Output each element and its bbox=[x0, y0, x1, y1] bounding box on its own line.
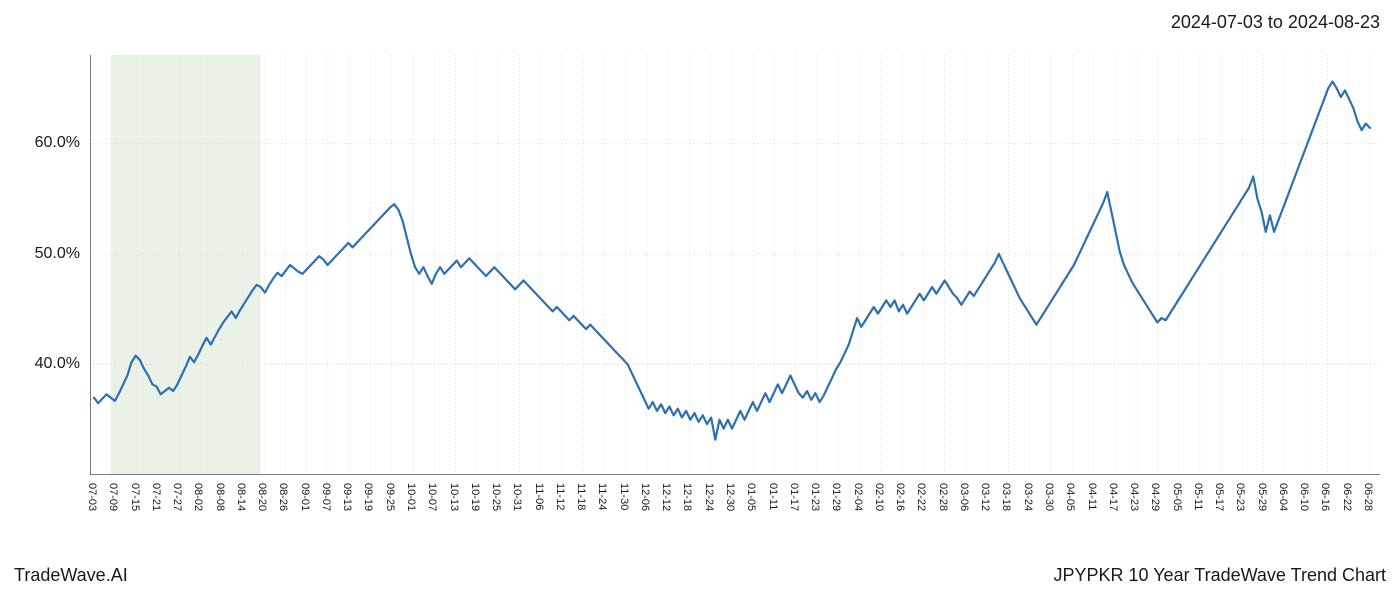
x-tick-label: 10-13 bbox=[448, 483, 460, 511]
x-tick-label: 12-06 bbox=[639, 483, 651, 511]
x-tick-label: 02-16 bbox=[894, 483, 906, 511]
x-tick-label: 06-22 bbox=[1341, 483, 1353, 511]
x-tick-label: 09-01 bbox=[299, 483, 311, 511]
brand-label: TradeWave.AI bbox=[14, 565, 128, 586]
x-tick-label: 07-09 bbox=[107, 483, 119, 511]
x-tick-label: 01-23 bbox=[809, 483, 821, 511]
x-tick-label: 09-13 bbox=[341, 483, 353, 511]
x-tick-label: 05-17 bbox=[1213, 483, 1225, 511]
x-tick-label: 12-18 bbox=[681, 483, 693, 511]
x-tick-label: 06-10 bbox=[1298, 483, 1310, 511]
x-tick-label: 09-07 bbox=[320, 483, 332, 511]
x-tick-label: 08-20 bbox=[256, 483, 268, 511]
x-tick-label: 02-10 bbox=[873, 483, 885, 511]
x-tick-label: 07-21 bbox=[150, 483, 162, 511]
x-tick-label: 08-08 bbox=[214, 483, 226, 511]
x-tick-label: 04-17 bbox=[1107, 483, 1119, 511]
x-tick-label: 07-27 bbox=[171, 483, 183, 511]
x-tick-label: 01-17 bbox=[788, 483, 800, 511]
trend-chart bbox=[90, 55, 1380, 475]
x-tick-label: 11-24 bbox=[596, 483, 608, 510]
x-tick-label: 05-29 bbox=[1256, 483, 1268, 511]
x-tick-label: 01-05 bbox=[745, 483, 757, 511]
x-tick-label: 06-16 bbox=[1319, 483, 1331, 511]
x-tick-label: 03-18 bbox=[1000, 483, 1012, 511]
x-tick-label: 11-06 bbox=[533, 483, 545, 510]
x-tick-label: 02-28 bbox=[937, 483, 949, 511]
x-tick-label: 03-12 bbox=[979, 483, 991, 511]
x-tick-label: 06-28 bbox=[1362, 483, 1374, 511]
x-tick-label: 12-24 bbox=[703, 483, 715, 511]
x-tick-label: 11-30 bbox=[618, 483, 630, 510]
x-tick-label: 02-04 bbox=[852, 483, 864, 511]
x-tick-label: 05-11 bbox=[1192, 483, 1204, 510]
x-tick-label: 05-05 bbox=[1171, 483, 1183, 511]
x-tick-label: 01-11 bbox=[767, 483, 779, 510]
x-tick-label: 05-23 bbox=[1234, 483, 1246, 511]
x-tick-label: 07-03 bbox=[86, 483, 98, 511]
x-tick-label: 01-29 bbox=[830, 483, 842, 511]
x-tick-label: 02-22 bbox=[915, 483, 927, 511]
x-tick-label: 08-26 bbox=[277, 483, 289, 511]
x-tick-label: 04-23 bbox=[1128, 483, 1140, 511]
y-tick-label: 50.0% bbox=[35, 245, 90, 263]
x-tick-label: 08-02 bbox=[192, 483, 204, 511]
chart-title: JPYPKR 10 Year TradeWave Trend Chart bbox=[1053, 565, 1386, 586]
x-tick-label: 10-19 bbox=[469, 483, 481, 511]
x-tick-label: 11-12 bbox=[554, 483, 566, 510]
chart-area: 40.0%50.0%60.0% 07-0307-0907-1507-2107-2… bbox=[90, 55, 1380, 475]
x-tick-label: 04-11 bbox=[1086, 483, 1098, 510]
x-tick-label: 03-24 bbox=[1022, 483, 1034, 511]
x-tick-label: 03-06 bbox=[958, 483, 970, 511]
x-tick-label: 06-04 bbox=[1277, 483, 1289, 511]
x-tick-label: 03-30 bbox=[1043, 483, 1055, 511]
x-tick-label: 12-12 bbox=[660, 483, 672, 511]
x-tick-label: 11-18 bbox=[575, 483, 587, 510]
x-tick-label: 07-15 bbox=[129, 483, 141, 511]
x-tick-label: 04-29 bbox=[1149, 483, 1161, 511]
x-tick-label: 10-25 bbox=[490, 483, 502, 511]
x-tick-label: 10-01 bbox=[405, 483, 417, 511]
x-tick-label: 10-07 bbox=[426, 483, 438, 511]
x-tick-label: 08-14 bbox=[235, 483, 247, 511]
x-tick-label: 10-31 bbox=[511, 483, 523, 511]
x-tick-label: 09-25 bbox=[384, 483, 396, 511]
x-tick-label: 04-05 bbox=[1064, 483, 1076, 511]
date-range-label: 2024-07-03 to 2024-08-23 bbox=[1171, 12, 1380, 33]
x-tick-label: 09-19 bbox=[362, 483, 374, 511]
y-tick-label: 60.0% bbox=[35, 134, 90, 152]
x-tick-label: 12-30 bbox=[724, 483, 736, 511]
y-tick-label: 40.0% bbox=[35, 355, 90, 373]
